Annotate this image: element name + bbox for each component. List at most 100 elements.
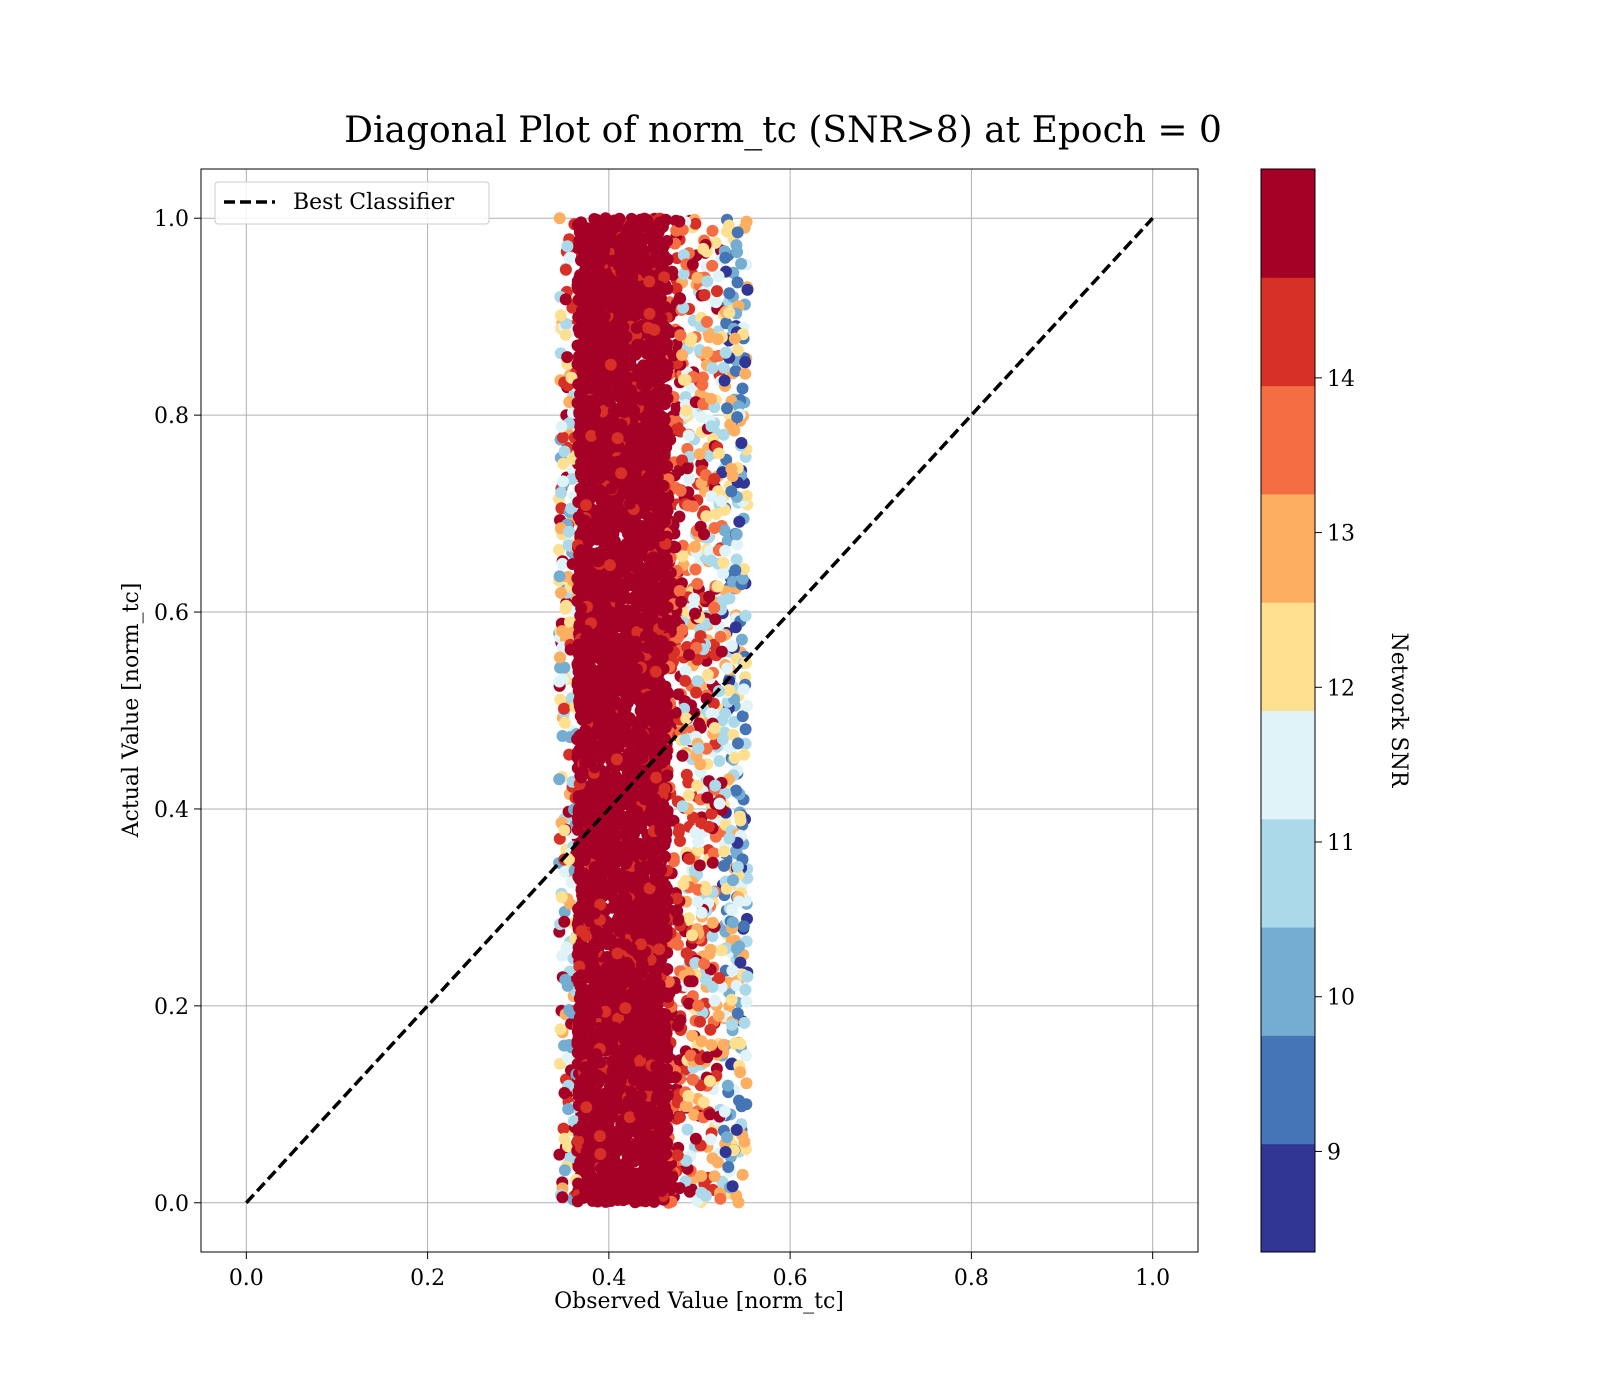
scatter-point bbox=[673, 1111, 686, 1124]
scatter-point bbox=[559, 293, 572, 306]
scatter-point bbox=[686, 258, 699, 271]
scatter-point bbox=[553, 675, 566, 688]
scatter-point bbox=[683, 1185, 696, 1198]
scatter-point bbox=[734, 956, 747, 969]
scatter-point bbox=[559, 328, 572, 341]
scatter-point bbox=[558, 1164, 571, 1177]
scatter-point bbox=[708, 473, 721, 485]
scatter-point bbox=[694, 721, 707, 734]
scatter-point bbox=[558, 1132, 571, 1145]
scatter-point bbox=[553, 773, 566, 786]
scatter-point bbox=[705, 1039, 718, 1051]
scatter-point bbox=[701, 346, 714, 359]
scatter-point bbox=[740, 1098, 753, 1111]
scatter-point bbox=[706, 916, 719, 929]
scatter-point bbox=[676, 349, 689, 361]
scatter-point bbox=[710, 296, 722, 309]
scatter-point bbox=[736, 382, 749, 395]
scatter-point bbox=[677, 301, 690, 314]
scatter-point bbox=[692, 836, 705, 848]
scatter-point bbox=[718, 859, 730, 872]
scatter-point bbox=[716, 733, 729, 746]
scatter-point bbox=[736, 1168, 749, 1181]
scatter-point bbox=[694, 1015, 706, 1028]
scatter-point bbox=[706, 930, 719, 943]
scatter-point bbox=[709, 613, 722, 626]
scatter-point bbox=[682, 776, 695, 789]
scatter-point bbox=[629, 590, 642, 603]
scatter-point bbox=[553, 212, 566, 225]
scatter-point bbox=[739, 983, 752, 996]
scatter-point bbox=[719, 544, 732, 557]
scatter-point bbox=[698, 289, 711, 301]
scatter-point bbox=[680, 404, 693, 417]
scatter-point bbox=[683, 648, 696, 661]
scatter-point bbox=[553, 651, 566, 664]
scatter-point bbox=[677, 878, 690, 891]
scatter-point bbox=[595, 1071, 608, 1084]
scatter-point bbox=[713, 447, 725, 460]
scatter-point bbox=[574, 273, 587, 285]
scatter-point bbox=[560, 599, 573, 612]
scatter-point bbox=[735, 633, 748, 646]
scatter-point bbox=[726, 470, 739, 482]
scatter-point bbox=[723, 832, 736, 845]
scatter-point bbox=[718, 1105, 731, 1118]
scatter-point bbox=[740, 215, 753, 228]
scatter-point bbox=[716, 714, 729, 727]
scatter-point bbox=[593, 569, 606, 582]
scatter-point bbox=[724, 418, 737, 431]
scatter-point bbox=[555, 420, 568, 433]
scatter-point bbox=[741, 872, 754, 885]
scatter-point bbox=[728, 751, 741, 764]
scatter-point bbox=[557, 1122, 570, 1135]
scatter-point bbox=[669, 1071, 682, 1084]
scatter-point bbox=[705, 420, 718, 433]
scatter-point bbox=[721, 1079, 734, 1092]
scatter-point bbox=[712, 1009, 725, 1022]
scatter-point bbox=[714, 1192, 727, 1205]
scatter-point bbox=[716, 466, 729, 479]
scatter-point bbox=[738, 748, 751, 761]
scatter-point bbox=[674, 292, 687, 305]
scatter-point bbox=[725, 993, 738, 1006]
scatter-point bbox=[671, 423, 683, 436]
scatter-point bbox=[692, 742, 705, 755]
scatter-point bbox=[689, 1132, 702, 1145]
scatter-point bbox=[735, 257, 748, 270]
scatter-point bbox=[696, 371, 709, 384]
scatter-point bbox=[683, 975, 696, 988]
scatter-point bbox=[679, 664, 692, 677]
scatter-point bbox=[730, 1123, 743, 1136]
scatter-point bbox=[695, 1170, 708, 1182]
scatter-point bbox=[558, 1087, 571, 1099]
scatter-point bbox=[704, 1108, 716, 1121]
scatter-point bbox=[722, 1161, 735, 1173]
scatter-point bbox=[717, 556, 730, 569]
scatter-point bbox=[679, 674, 692, 687]
scatter-point bbox=[700, 973, 712, 986]
scatter-point bbox=[715, 645, 728, 658]
scatter-point bbox=[723, 684, 736, 697]
scatter-point bbox=[691, 271, 704, 284]
scatter-point bbox=[688, 1108, 701, 1121]
scatter-point bbox=[556, 1191, 569, 1204]
scatter-point bbox=[693, 859, 706, 872]
scatter-point bbox=[725, 903, 738, 916]
scatter-point bbox=[687, 811, 699, 824]
scatter-point bbox=[734, 1037, 747, 1050]
scatter-point bbox=[686, 1073, 699, 1086]
scatter-point bbox=[558, 445, 571, 458]
scatter-point bbox=[561, 240, 574, 253]
scatter-point bbox=[690, 686, 703, 699]
scatter-point bbox=[707, 847, 720, 860]
scatter-point bbox=[672, 914, 685, 927]
scatter-point bbox=[718, 524, 731, 537]
scatter-point bbox=[709, 236, 722, 249]
scatter-point bbox=[554, 1023, 567, 1036]
scatter-point bbox=[704, 1133, 717, 1146]
scatter-point bbox=[739, 609, 752, 622]
scatter-point bbox=[719, 1146, 732, 1158]
scatter-point bbox=[705, 707, 718, 720]
scatter-point bbox=[692, 999, 705, 1012]
